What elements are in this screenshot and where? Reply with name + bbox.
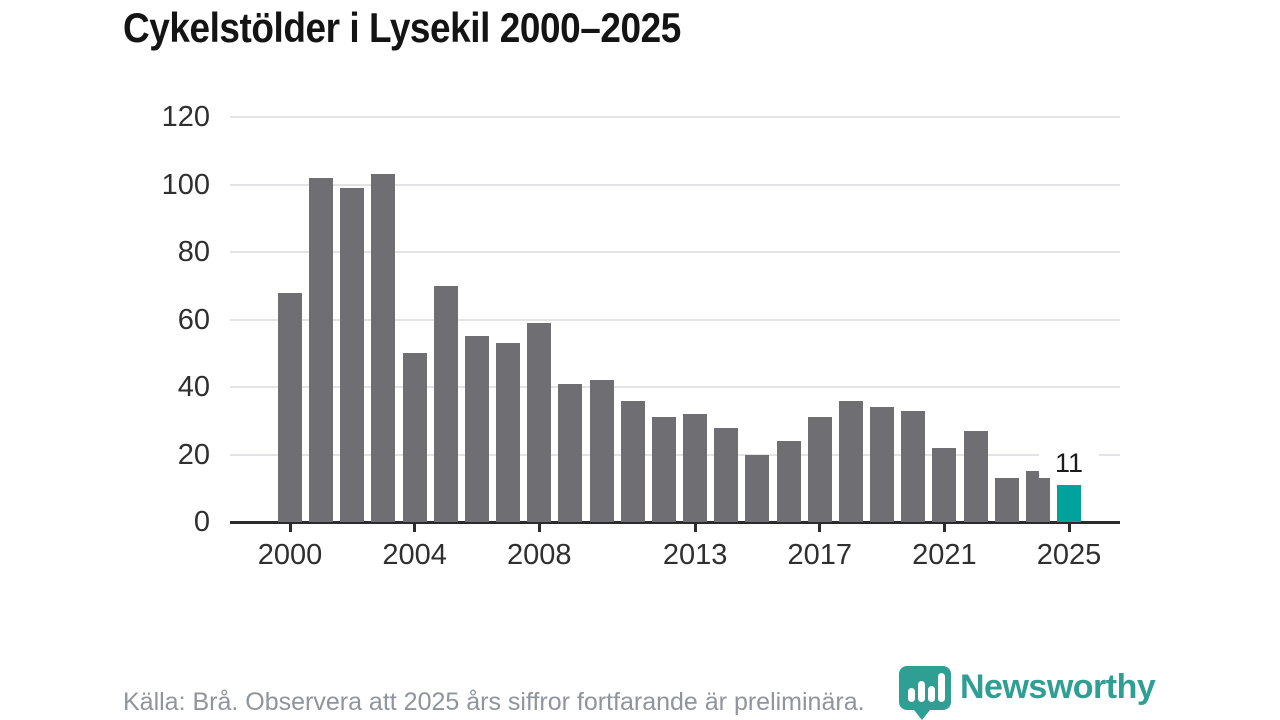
bar-2010: [589, 380, 614, 522]
newsworthy-logo-text: Newsworthy: [960, 668, 1156, 706]
bar-2015: [745, 454, 770, 522]
bar-2009: [558, 383, 583, 522]
gridline-80: [230, 251, 1120, 253]
bar-2000: [278, 292, 302, 522]
x-axis-tick-2008: [537, 522, 541, 532]
bar-2002: [340, 187, 365, 522]
bar-2025: [1057, 484, 1081, 522]
bar-2021: [932, 447, 957, 522]
bar-2012: [651, 417, 676, 522]
gridline-60: [230, 318, 1120, 321]
x-axis-label-2021: 2021: [912, 539, 977, 571]
y-axis-label-120: 120: [161, 101, 210, 133]
bar-2023: [994, 478, 1019, 522]
newsworthy-logo[interactable]: Newsworthy: [897, 664, 1156, 720]
bar-value-label-2025: 11: [1039, 447, 1099, 478]
newsworthy-logo-icon: [899, 666, 951, 720]
x-axis-line: [230, 521, 1120, 524]
bar-2006: [464, 336, 489, 522]
y-axis-label-0: 0: [193, 506, 210, 538]
gridline-100: [230, 183, 1120, 186]
bar-2005: [433, 285, 458, 522]
plot-area: 0 20 40 60 80 100 120 11 2000 2004 2008 2013 2017 202…: [162, 102, 1120, 571]
bar-2017: [807, 417, 832, 522]
x-axis-label-2013: 2013: [662, 539, 728, 571]
x-axis-label-2004: 2004: [382, 539, 447, 571]
bar-2016: [776, 441, 801, 522]
bar-2013: [683, 414, 708, 522]
bar-2018: [838, 400, 863, 522]
bar-2024: [1025, 471, 1050, 522]
bar-2022: [963, 430, 988, 522]
x-axis-tick-2025: [1067, 522, 1071, 532]
bar-2019: [870, 407, 895, 522]
bar-2014: [714, 427, 739, 522]
x-axis-tick-2004: [413, 522, 417, 532]
y-axis-label-60: 60: [177, 303, 210, 336]
x-axis-label-2000: 2000: [257, 539, 323, 571]
y-axis-label-40: 40: [177, 371, 210, 403]
bar-2007: [496, 343, 521, 522]
x-axis-tick-2017: [818, 522, 822, 532]
x-axis-label-2008: 2008: [507, 539, 572, 571]
x-axis-label-2017: 2017: [787, 539, 852, 571]
source-note: Källa: Brå. Observera att 2025 års siffr…: [123, 688, 865, 716]
y-axis-label-20: 20: [177, 438, 210, 471]
y-axis-label-80: 80: [177, 236, 210, 268]
gridline-40: [230, 386, 1120, 388]
chart-title: Cykelstölder i Lysekil 2000–2025: [123, 4, 681, 51]
x-axis-tick-2000: [288, 522, 292, 532]
bar-2001: [309, 177, 334, 522]
x-axis-label-2025: 2025: [1036, 539, 1102, 571]
bar-2011: [620, 400, 645, 522]
x-axis-tick-2021: [942, 522, 946, 532]
bar-2004: [402, 353, 427, 522]
y-axis-label-100: 100: [161, 168, 210, 201]
x-axis-tick-2013: [693, 522, 697, 532]
gridline-120: [230, 116, 1120, 118]
bar-2020: [901, 410, 926, 522]
bar-2003: [371, 174, 396, 522]
bar-2008: [527, 322, 552, 522]
